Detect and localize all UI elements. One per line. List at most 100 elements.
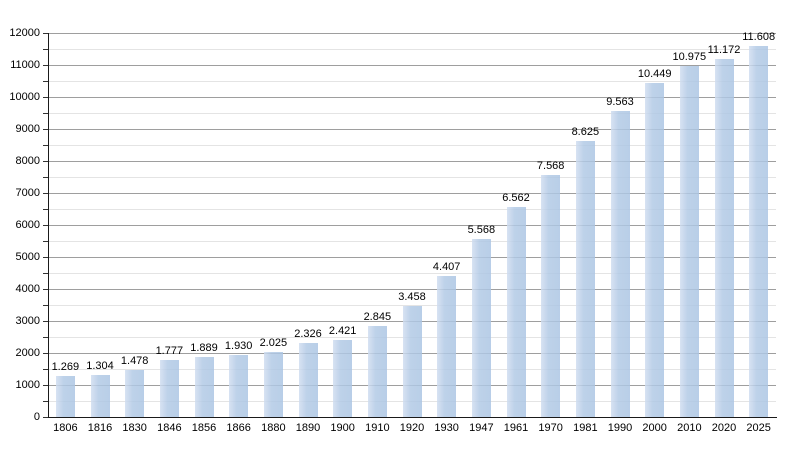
y-axis-tick <box>43 129 48 130</box>
bar <box>645 82 665 417</box>
bar-value-label: 8.625 <box>571 126 600 138</box>
y-gridline-major <box>48 289 776 290</box>
bar <box>367 325 387 417</box>
x-axis-label: 1880 <box>261 422 286 434</box>
y-axis-tick <box>43 321 48 322</box>
y-axis-label: 12000 <box>9 27 40 39</box>
bar <box>610 110 630 417</box>
y-axis-label: 11000 <box>10 59 40 71</box>
y-gridline-major <box>48 193 776 194</box>
bar-value-label: 1.478 <box>120 354 149 367</box>
y-axis-tick <box>43 353 48 354</box>
x-axis-label: 1961 <box>503 422 529 434</box>
y-axis-tick <box>43 49 48 50</box>
y-axis-tick <box>43 225 48 226</box>
bar-value-label: 1.304 <box>86 360 114 373</box>
x-axis-label: 1910 <box>365 422 390 434</box>
bar <box>679 65 699 417</box>
y-axis-tick <box>43 97 48 98</box>
bar-value-label: 4.407 <box>432 260 461 273</box>
bar <box>125 369 145 417</box>
y-axis-tick <box>43 417 48 418</box>
bar-value-label: 9.563 <box>606 95 634 108</box>
x-axis-label: 1816 <box>87 422 113 434</box>
bar-value-label: 1.777 <box>155 345 184 358</box>
y-axis-tick <box>43 241 48 242</box>
y-axis-label: 0 <box>33 411 40 423</box>
bar-value-label: 3.458 <box>398 291 426 304</box>
y-axis-tick <box>43 257 48 258</box>
y-gridline-minor <box>48 305 776 306</box>
y-axis-tick <box>43 337 48 338</box>
bar <box>298 342 318 417</box>
bar <box>194 356 214 417</box>
bar <box>506 207 526 417</box>
x-axis-label: 1866 <box>226 422 251 434</box>
y-gridline-major <box>48 225 776 226</box>
y-axis-label: 5000 <box>15 251 40 263</box>
y-axis-label: 1000 <box>15 379 40 391</box>
x-axis-label: 1890 <box>295 422 321 434</box>
y-axis-tick <box>43 33 48 34</box>
y-axis-label: 10000 <box>9 91 40 103</box>
x-axis-line <box>48 417 777 418</box>
y-axis-tick <box>43 161 48 162</box>
x-axis-label: 1856 <box>191 422 217 434</box>
x-axis-label: 2010 <box>677 422 702 434</box>
y-gridline-minor <box>48 241 776 242</box>
bar-value-label: 7.568 <box>536 159 565 172</box>
bar <box>90 375 110 417</box>
y-axis-tick <box>43 401 48 402</box>
y-axis-tick <box>43 81 48 82</box>
y-gridline-major <box>48 33 776 34</box>
y-gridline-major <box>48 97 776 98</box>
x-axis-label: 1947 <box>469 422 494 434</box>
y-axis-label: 9000 <box>15 123 40 135</box>
y-gridline-major <box>48 257 776 258</box>
bar <box>229 355 249 417</box>
bar <box>402 306 422 417</box>
x-axis-label: 1900 <box>330 422 355 434</box>
x-axis-label: 1970 <box>538 422 563 434</box>
bar <box>55 376 75 417</box>
x-axis-label: 2025 <box>746 422 771 434</box>
y-gridline-minor <box>48 273 776 274</box>
bar-value-label: 11.608 <box>742 30 776 43</box>
y-gridline-major <box>48 65 776 66</box>
y-axis-label: 2000 <box>15 347 40 359</box>
x-axis-label: 1846 <box>157 422 182 434</box>
y-axis-label: 3000 <box>15 315 40 327</box>
bar <box>541 174 561 417</box>
y-axis-tick <box>43 305 48 306</box>
y-axis-tick <box>43 177 48 178</box>
bar-value-label: 2.845 <box>363 310 392 323</box>
bar-value-label: 10.975 <box>672 50 707 63</box>
bar-value-label: 2.326 <box>294 327 322 340</box>
y-axis-label: 6000 <box>15 219 40 231</box>
y-axis-tick <box>43 289 48 290</box>
y-axis-tick <box>43 385 48 386</box>
bar <box>333 339 353 417</box>
x-axis-label: 1920 <box>399 422 425 434</box>
bar-value-label: 1.889 <box>190 341 218 354</box>
bar <box>471 238 491 417</box>
y-gridline-minor <box>48 209 776 210</box>
y-axis-tick <box>43 145 48 146</box>
y-axis-tick <box>43 113 48 114</box>
x-axis-label: 1981 <box>573 422 598 434</box>
x-axis-label: 2000 <box>642 422 667 434</box>
y-axis-tick <box>43 209 48 210</box>
y-axis-label: 4000 <box>15 283 40 295</box>
bar <box>159 360 179 417</box>
y-axis-tick <box>43 273 48 274</box>
bar-value-label: 11.172 <box>707 44 741 57</box>
y-gridline-minor <box>48 145 776 146</box>
bar-value-label: 10.449 <box>637 67 672 80</box>
x-axis-label: 1806 <box>53 422 78 434</box>
x-axis-label: 1990 <box>607 422 633 434</box>
x-axis-label: 1830 <box>122 422 147 434</box>
bar <box>749 45 769 417</box>
y-gridline-major <box>48 161 776 162</box>
